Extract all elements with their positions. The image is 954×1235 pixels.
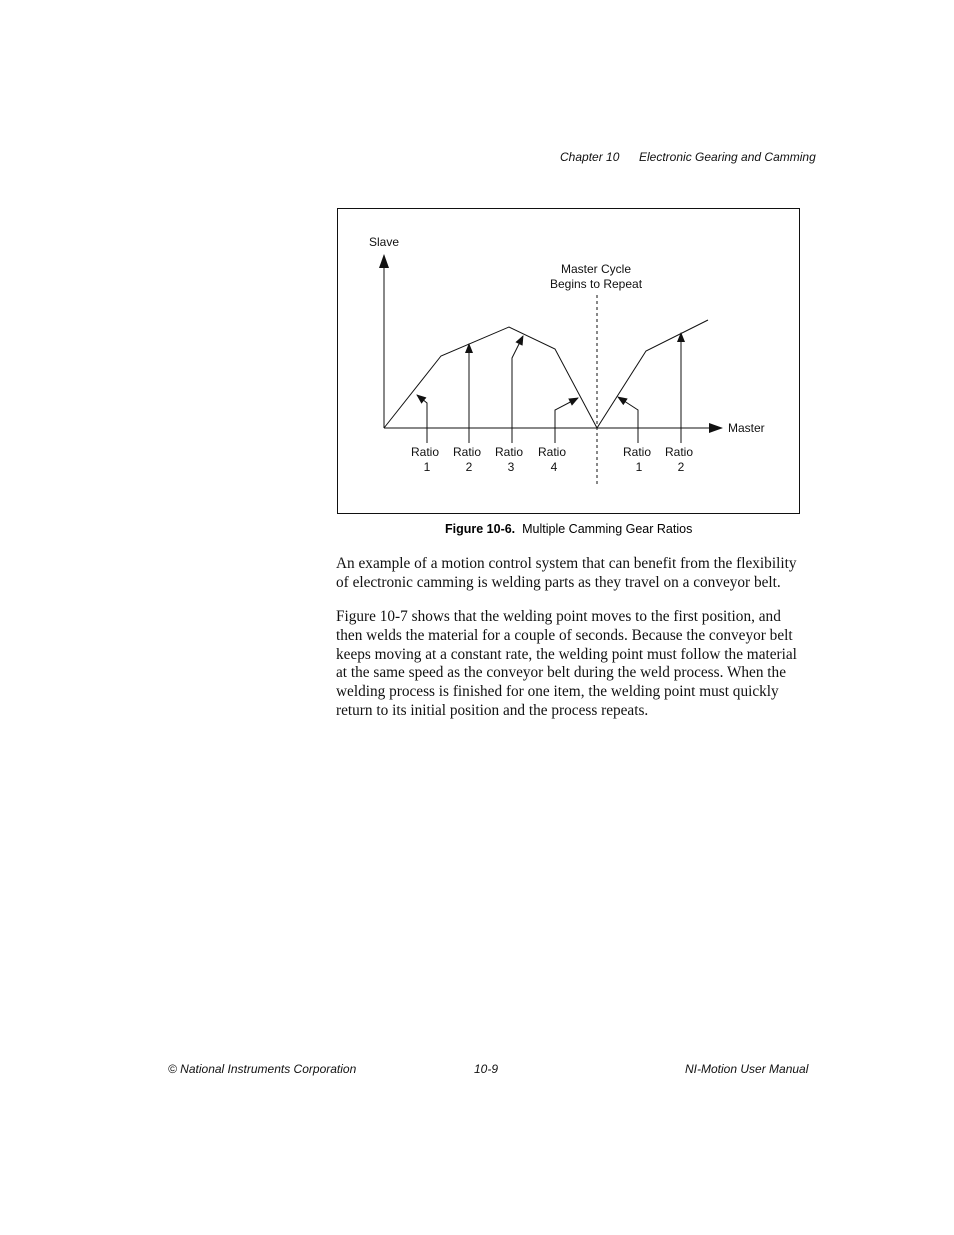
slave-label: Slave [369, 235, 399, 249]
cam-profile [383, 319, 709, 429]
ratio-label: 3 [508, 460, 515, 474]
ratio-label: Ratio [495, 445, 523, 459]
ratio-label: 2 [678, 460, 685, 474]
text-line: Figure 10-7 shows that the welding point… [336, 608, 781, 625]
ratio-arrow [416, 394, 428, 443]
ratio-label: 1 [636, 460, 643, 474]
ratio-label: Ratio [411, 445, 439, 459]
caption-label: Figure 10-6. [445, 522, 516, 536]
text-line: of electronic camming is welding parts a… [336, 573, 781, 591]
footer-left: © National Instruments Corporation [168, 1062, 357, 1076]
repeat-label: Master Cycle [561, 262, 631, 276]
ratio-label: Ratio [623, 445, 651, 459]
ratio-label: 1 [424, 460, 431, 474]
page-number: 10-9 [474, 1062, 499, 1076]
ratio-label: Ratio [665, 445, 693, 459]
text-line: then welds the material for a couple of … [336, 626, 793, 644]
ratio-label: Ratio [453, 445, 481, 459]
figure: Slave Master Master Cycle Begins to Repe… [337, 208, 800, 514]
ratio-arrow [511, 335, 524, 443]
text-line: at the same speed as the conveyor belt d… [336, 664, 786, 682]
chapter-title: Electronic Gearing and Camming [639, 150, 816, 164]
master-label: Master [728, 421, 765, 435]
text-line: An example of a motion control system th… [336, 555, 797, 572]
caption-text: Multiple Camming Gear Ratios [522, 522, 693, 536]
chapter: Chapter 10 [560, 150, 620, 164]
text-line: welding process is finished for one item… [336, 683, 779, 701]
text-line: keeps moving at a constant rate, the wel… [336, 645, 797, 663]
ratio-arrow [554, 397, 579, 443]
figure-frame [337, 208, 800, 514]
ratio-label: 2 [466, 460, 473, 474]
caption: Figure 10-6. Multiple Camming Gear Ratio… [445, 522, 692, 536]
footer-right: NI-Motion User Manual [685, 1062, 809, 1076]
text-line: return to its initial position and the p… [336, 702, 649, 719]
ratio-arrow [617, 396, 639, 443]
repeat-label: Begins to Repeat [550, 277, 643, 291]
ratio-label: Ratio [538, 445, 566, 459]
ratio-label: 4 [551, 460, 558, 474]
